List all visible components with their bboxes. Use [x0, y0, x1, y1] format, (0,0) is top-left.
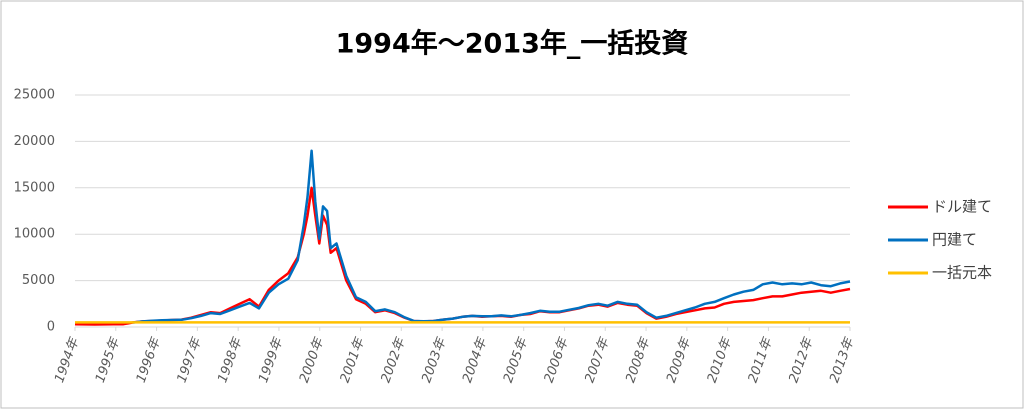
y-tick-label: 0	[47, 320, 55, 335]
y-tick-label: 10000	[14, 227, 55, 242]
y-tick-label: 15000	[14, 180, 55, 195]
y-tick-label: 25000	[14, 88, 55, 103]
series-line	[133, 149, 851, 324]
legend-label: 一括元本	[932, 264, 992, 282]
chart-title: 1994年～2013年_一括投資	[336, 28, 689, 60]
legend-label: 円建て	[932, 231, 977, 249]
legend-label: ドル建て	[932, 198, 992, 216]
y-tick-label: 20000	[14, 134, 55, 149]
y-tick-label: 5000	[22, 273, 55, 288]
